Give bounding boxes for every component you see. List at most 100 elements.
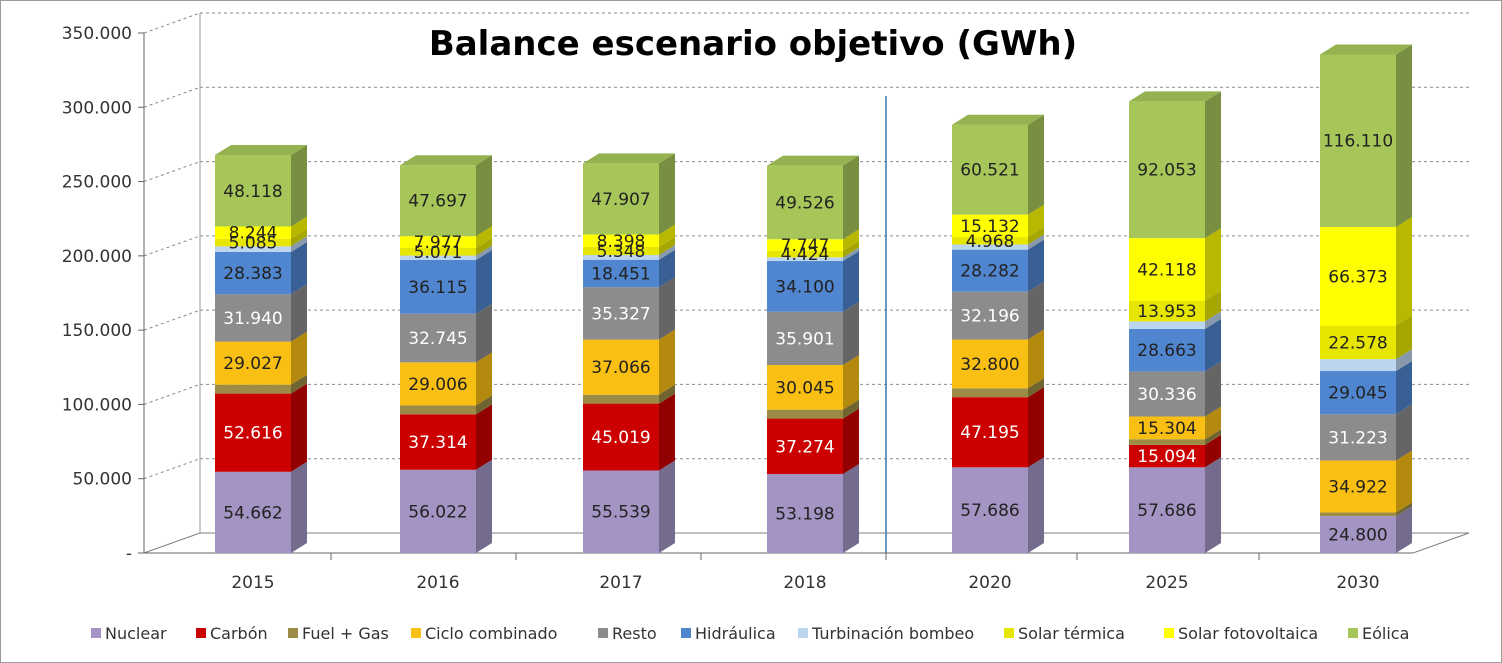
data-label: 18.451 (591, 264, 650, 284)
bar-segment-side (1028, 387, 1044, 468)
bar-segment-side (291, 331, 307, 385)
bar-segment-side (1205, 311, 1221, 329)
legend-label: Turbinación bombeo (811, 624, 974, 643)
bar-segment-side (1396, 506, 1412, 553)
bar-segment-side (291, 145, 307, 227)
bar-segment (1320, 371, 1396, 415)
bar-segment-side (1028, 204, 1044, 238)
data-label: 49.526 (775, 193, 834, 213)
bar-segment-side (476, 238, 492, 256)
bar-segment-side (843, 229, 859, 251)
legend-label: Fuel + Gas (302, 624, 389, 643)
bar-segment (1129, 371, 1205, 417)
bar-segment-side (659, 277, 675, 340)
bar-segment (1129, 238, 1205, 301)
data-label: 57.686 (1137, 501, 1196, 521)
gridline-diagonal (143, 383, 201, 405)
data-label: 28.383 (223, 264, 282, 284)
data-label: 8.398 (597, 232, 646, 252)
data-label: 53.198 (775, 504, 834, 524)
bar-segment (583, 403, 659, 471)
data-label: 37.274 (775, 437, 834, 457)
bar-segment-side (291, 216, 307, 239)
data-label: 8.244 (229, 224, 278, 244)
bar-segment (952, 214, 1028, 238)
bar-segment (952, 388, 1028, 398)
data-label: 31.940 (223, 309, 282, 329)
data-label: 24.800 (1328, 526, 1387, 546)
chart-title: Balance escenario objetivo (GWh) (429, 24, 1077, 64)
legend-label: Carbón (210, 624, 268, 643)
bar-segment (215, 294, 291, 342)
bar-segment-side (659, 393, 675, 471)
bar-segment (767, 165, 843, 240)
data-label: 7.977 (414, 233, 463, 253)
bar-segment-side (1205, 361, 1221, 417)
bar-segment-side (843, 408, 859, 474)
bar-segment (215, 471, 291, 553)
bar-segment-side (1396, 361, 1412, 415)
data-label: 92.053 (1137, 161, 1196, 181)
legend-swatch (1164, 628, 1174, 638)
data-label: 28.663 (1137, 341, 1196, 361)
bar-segment (400, 236, 476, 249)
bar-segment (400, 362, 476, 406)
data-labels: 54.662 52.616 29.027 31.940 28.383 5.0858.244… (223, 132, 1393, 546)
y-tick-label: 300.000 (62, 98, 132, 118)
legend-swatch (598, 628, 608, 638)
bar-segment (1129, 101, 1205, 239)
bar-segment (215, 246, 291, 252)
legend: Nuclear Carbón Fuel + Gas Ciclo combinado Re… (91, 624, 1409, 643)
legend-label: Nuclear (105, 624, 167, 643)
data-label: 36.115 (408, 278, 467, 298)
bar-stack-2015 (215, 145, 307, 553)
data-label: 35.327 (591, 304, 650, 324)
data-label: 22.578 (1328, 333, 1387, 353)
data-label: 32.196 (960, 307, 1019, 327)
bar-segment-side (291, 374, 307, 394)
y-tick-label: 200.000 (62, 247, 132, 267)
bar-top-face (1129, 91, 1221, 102)
data-label: 4.424 (781, 245, 830, 265)
data-label: 48.118 (223, 182, 282, 202)
y-tick-label: 50.000 (73, 470, 132, 490)
bar-segment-side (659, 384, 675, 404)
bar-segment-side (476, 404, 492, 470)
bar-segment-side (1028, 227, 1044, 245)
bar-segment (1129, 416, 1205, 440)
gridline-diagonal (143, 458, 201, 480)
legend-swatch (91, 628, 101, 638)
bar-segment (583, 394, 659, 404)
data-label: 5.071 (414, 243, 463, 263)
bar-segment-side (659, 244, 675, 260)
data-label: 47.907 (591, 190, 650, 210)
bar-segment (583, 259, 659, 288)
bar-segment-side (659, 249, 675, 288)
y-tick-label: 100.000 (62, 395, 132, 415)
data-label: 47.697 (408, 192, 467, 212)
bar-segment (215, 226, 291, 239)
data-label: 5.085 (229, 234, 278, 254)
data-label: 37.314 (408, 433, 467, 453)
bar-stack-2020 (952, 114, 1044, 553)
bar-segment-side (843, 399, 859, 419)
x-tick-label: 2017 (599, 573, 642, 593)
bar-segment (400, 255, 476, 261)
x-tick-label: 2016 (416, 573, 459, 593)
bar-segment-side (1396, 315, 1412, 360)
bar-segment-side (1396, 450, 1412, 513)
bar-stack-2025 (1129, 91, 1221, 553)
bar-segment (767, 250, 843, 258)
bar-segment (952, 244, 1028, 250)
data-label: 60.521 (960, 161, 1019, 181)
data-label: 116.110 (1323, 132, 1393, 152)
bar-segment-side (1028, 239, 1044, 292)
bar-segment-side (1396, 502, 1412, 517)
bar-segment-side (843, 240, 859, 258)
bar-segment-side (476, 245, 492, 261)
legend-label: Solar fotovoltaica (1178, 624, 1318, 643)
y-tick-label: 350.000 (62, 24, 132, 44)
bar-segment (1320, 325, 1396, 360)
bar-segment (215, 393, 291, 472)
bar-segment (215, 155, 291, 227)
